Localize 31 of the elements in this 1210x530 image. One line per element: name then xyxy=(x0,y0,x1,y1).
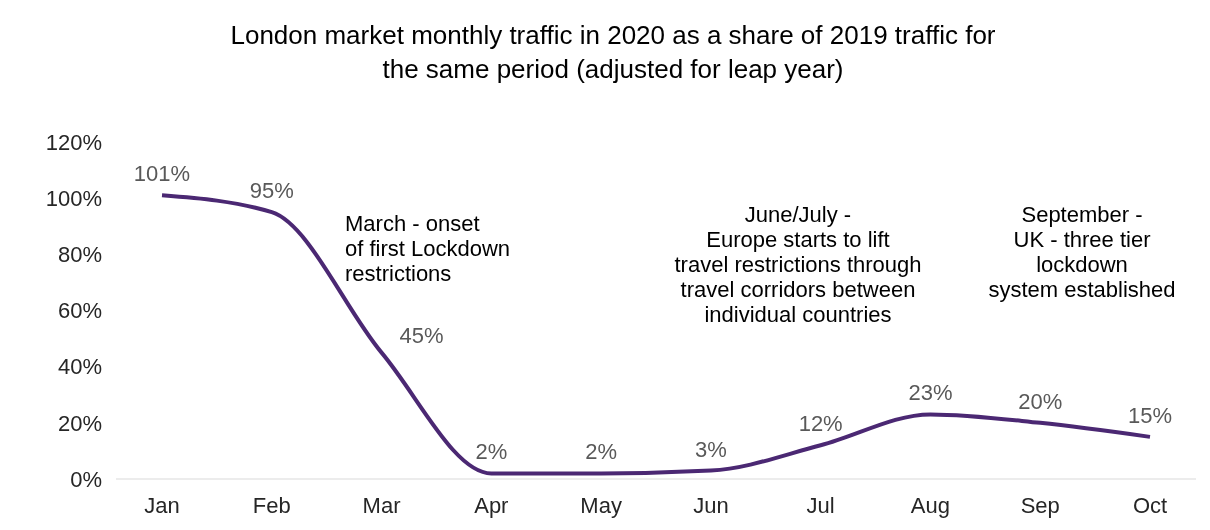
chart-title: London market monthly traffic in 2020 as a share of 2019 traffic for the same period (adjusted for leap year) xyxy=(229,19,997,86)
data-label: 20% xyxy=(1018,388,1063,414)
x-tick-label: Jan xyxy=(144,492,180,518)
data-label: 3% xyxy=(694,436,727,462)
x-tick-label: Apr xyxy=(474,492,509,518)
y-tick-label: 60% xyxy=(57,298,102,324)
x-tick-label: Jul xyxy=(806,492,835,518)
y-tick-label: 80% xyxy=(57,242,102,268)
data-label: 45% xyxy=(399,322,444,348)
annotation: June/July - Europe starts to lift travel restrictions through travel corridors between individual countries xyxy=(674,202,922,327)
data-label: 2% xyxy=(585,439,618,465)
annotation: March - onset of first Lockdown restrictions xyxy=(345,211,511,286)
y-tick-label: 40% xyxy=(57,354,102,380)
data-label: 23% xyxy=(908,380,953,406)
annotation: September - UK - three tier lockdown system established xyxy=(988,202,1176,302)
x-tick-label: Jun xyxy=(693,492,729,518)
data-label: 15% xyxy=(1127,402,1173,428)
data-label: 12% xyxy=(798,411,843,437)
x-tick-label: May xyxy=(580,492,622,518)
x-tick-label: Feb xyxy=(252,492,291,518)
y-tick-label: 120% xyxy=(45,129,102,155)
x-tick-label: Oct xyxy=(1132,492,1168,518)
y-tick-label: 20% xyxy=(57,410,102,436)
data-label: 95% xyxy=(249,178,294,204)
x-tick-label: Aug xyxy=(910,492,951,518)
x-tick-label: Sep xyxy=(1020,492,1060,518)
y-tick-label: 0% xyxy=(70,466,102,492)
x-tick-label: Mar xyxy=(362,492,401,518)
data-label: 2% xyxy=(475,439,508,465)
data-label: 101% xyxy=(133,161,191,187)
y-tick-label: 100% xyxy=(45,185,102,211)
